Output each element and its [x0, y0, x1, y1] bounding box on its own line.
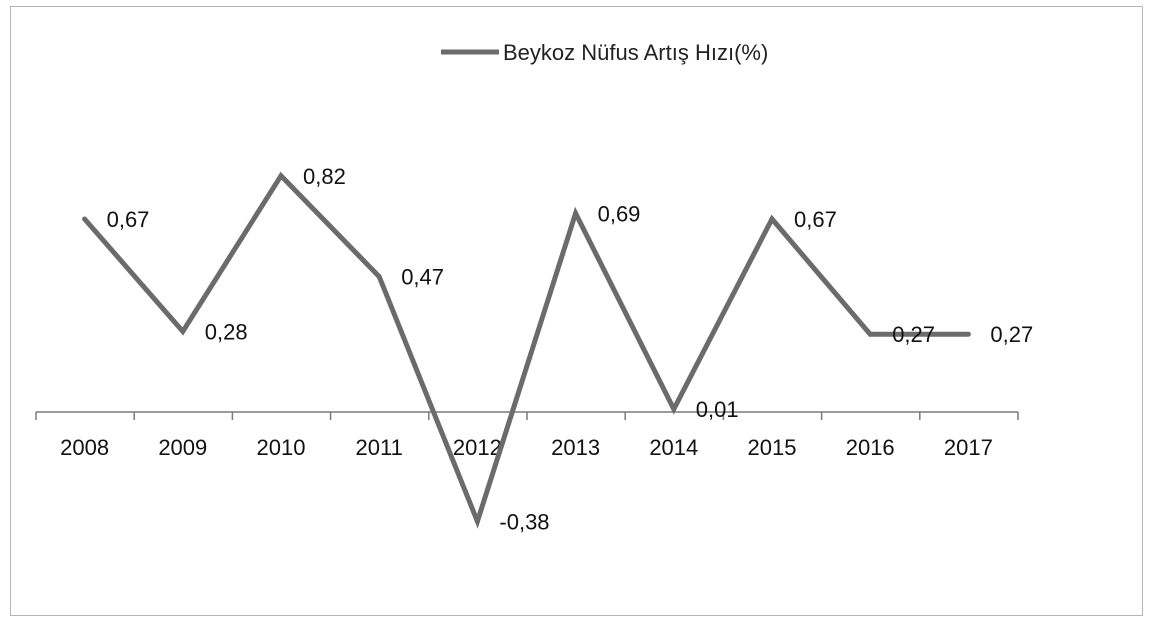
x-tick-label: 2009 — [158, 435, 207, 460]
data-label: -0,38 — [499, 509, 549, 534]
data-point — [278, 173, 284, 179]
data-point — [180, 328, 186, 334]
x-tick-label: 2010 — [257, 435, 306, 460]
series-line — [82, 171, 971, 529]
legend-label: Beykoz Nüfus Artış Hızı(%) — [503, 40, 768, 65]
x-tick-label: 2014 — [649, 435, 698, 460]
x-tick-label: 2013 — [551, 435, 600, 460]
x-tick-label: 2015 — [748, 435, 797, 460]
data-label: 0,69 — [598, 201, 641, 226]
line-chart: Beykoz Nüfus Artış Hızı(%) 2008 2009 2010 2… — [35, 40, 1034, 535]
data-label: 0,01 — [696, 397, 739, 422]
data-point — [474, 518, 480, 524]
x-tick-label: 2016 — [846, 435, 895, 460]
data-point — [376, 274, 382, 280]
data-point — [867, 331, 873, 337]
chart-frame: Beykoz Nüfus Artış Hızı(%) 2008 2009 2010 2… — [10, 6, 1143, 616]
data-label: 0,47 — [401, 265, 444, 290]
data-label: 0,82 — [303, 164, 346, 189]
data-label: 0,27 — [892, 322, 935, 347]
data-point — [573, 210, 579, 216]
data-labels: 0,67 0,28 0,82 0,47 -0,38 0,69 0,01 0,67 0,27 0,2… — [107, 164, 1034, 535]
data-label: 0,67 — [107, 207, 150, 232]
data-point — [769, 216, 775, 222]
x-tick-label: 2008 — [60, 435, 109, 460]
data-point — [965, 331, 971, 337]
x-tick-label: 2017 — [944, 435, 993, 460]
legend: Beykoz Nüfus Artış Hızı(%) — [441, 40, 768, 65]
data-point — [82, 216, 88, 222]
data-point — [671, 406, 677, 412]
series-polyline — [82, 171, 969, 529]
data-label: 0,27 — [990, 322, 1033, 347]
x-axis: 2008 2009 2010 2011 2012 2013 2014 2015 2016 2017 — [35, 411, 1019, 460]
data-label: 0,28 — [205, 319, 248, 344]
data-label: 0,67 — [794, 207, 837, 232]
x-tick-label: 2012 — [453, 435, 502, 460]
x-tick-label: 2011 — [356, 435, 403, 460]
